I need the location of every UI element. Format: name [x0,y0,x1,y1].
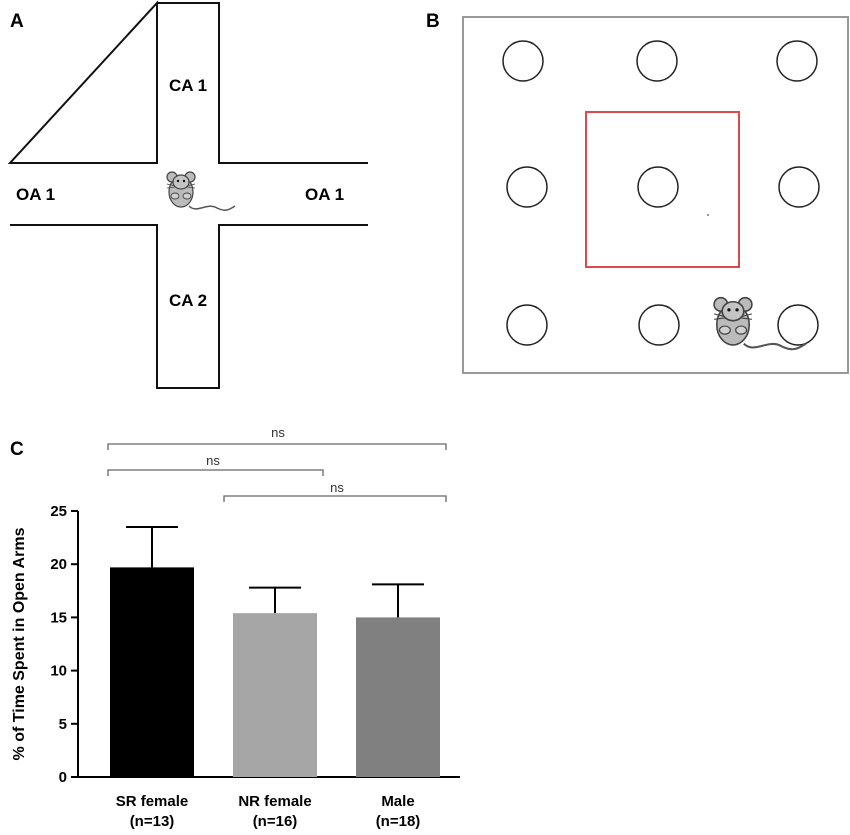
y-tick-label: 15 [50,609,67,626]
dot [707,214,709,216]
center-zone [585,111,740,268]
hole [778,166,820,208]
bar [110,567,194,777]
open-arm-right-label: OA 1 [305,185,344,204]
closed-arm-1-label: CA 1 [169,76,207,95]
hole [502,40,544,82]
y-tick-label: 5 [59,716,67,733]
open-arm-left-label: OA 1 [16,185,55,204]
x-category-count: (n=13) [130,813,175,830]
y-tick-label: 0 [59,769,67,786]
hole [636,40,678,82]
panel-a-letter: A [10,11,24,32]
x-category-count: (n=16) [253,813,298,830]
significance-bracket [107,443,447,450]
significance-label: ns [330,480,344,495]
significance-bracket [107,469,324,476]
hole [506,166,548,208]
x-category-label: NR female [238,793,311,810]
hole [638,304,680,346]
hole [776,40,818,82]
panel-b: B [426,11,849,374]
holes [502,40,820,346]
significance-label: ns [206,453,220,468]
y-axis-label: % of Time Spent in Open Arms [11,527,28,760]
significance-label: ns [271,425,285,440]
mouse-icon [166,171,236,211]
bar [356,617,440,777]
x-category-label: Male [381,793,414,810]
closed-arm-2-label: CA 2 [169,291,207,310]
y-tick-label: 25 [50,503,67,520]
hole [637,166,679,208]
x-category-count: (n=18) [376,813,421,830]
bar-chart: % of Time Spent in Open Arms 0 5 10 15 20 25 SR… [11,425,460,830]
y-tick-label: 10 [50,663,67,680]
bar [233,613,317,777]
panel-c: C % of Time Spent in Open Arms 0 5 10 15 20 25… [10,425,460,830]
hole [777,304,819,346]
hole-board-arena [462,16,849,374]
plus-maze-outline [7,0,368,389]
panel-b-letter: B [426,11,440,32]
significance-bracket [223,495,447,502]
panel-c-letter: C [10,439,24,460]
x-category-label: SR female [116,793,189,810]
y-tick-label: 20 [50,556,67,573]
panel-a: A CA 1 CA 2 OA 1 OA 1 [7,0,368,389]
hole [506,304,548,346]
